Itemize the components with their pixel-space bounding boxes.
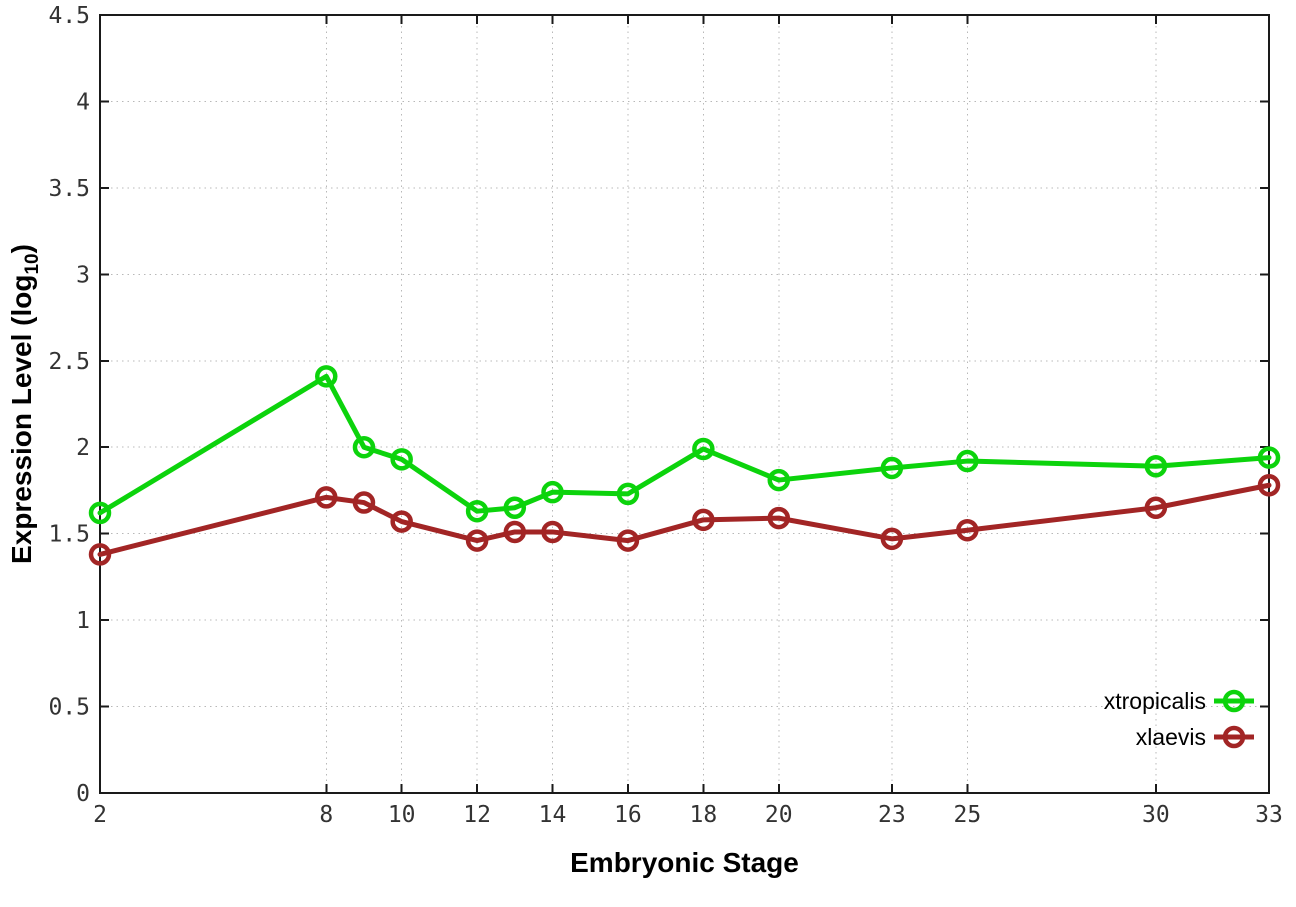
legend-entry-xtropicalis: xtropicalis <box>1104 688 1254 714</box>
legend-label-xtropicalis: xtropicalis <box>1104 688 1206 714</box>
data-point-xlaevis <box>616 529 640 552</box>
data-point-xlaevis <box>1144 496 1168 519</box>
y-tick-label: 1.5 <box>48 522 90 548</box>
series-xtropicalis <box>88 365 1281 525</box>
data-point-xlaevis <box>767 506 791 530</box>
data-point-xtropicalis <box>956 449 979 473</box>
x-tick-label: 12 <box>463 802 491 828</box>
x-axis-title: Embryonic Stage <box>570 847 799 878</box>
series-line-xtropicalis <box>97 373 1272 516</box>
data-point-xtropicalis <box>1257 446 1281 469</box>
data-point-xlaevis <box>956 518 979 542</box>
y-tick-label: 3.5 <box>48 176 90 202</box>
data-point-xtropicalis <box>692 437 715 461</box>
x-tick-label: 23 <box>878 802 906 828</box>
data-point-xlaevis <box>390 510 413 533</box>
data-point-xtropicalis <box>541 480 564 504</box>
data-point-xtropicalis <box>315 365 338 388</box>
data-point-xtropicalis <box>352 435 376 459</box>
x-tick-label: 25 <box>953 802 981 828</box>
legend-entry-xlaevis: xlaevis <box>1136 724 1254 750</box>
data-point-xtropicalis <box>503 496 527 519</box>
y-tick-label: 2 <box>76 435 90 461</box>
data-point-xlaevis <box>465 529 489 552</box>
data-point-xtropicalis <box>390 448 413 471</box>
data-point-xlaevis <box>880 527 904 551</box>
y-tick-label: 2.5 <box>48 349 90 375</box>
y-tick-label: 0.5 <box>48 695 90 721</box>
data-point-xtropicalis <box>767 468 791 492</box>
legend-marker-sample <box>1222 689 1246 713</box>
grid-layer <box>100 15 1269 793</box>
data-point-xlaevis <box>692 508 715 532</box>
y-tick-label: 1 <box>76 608 90 634</box>
x-tick-label: 10 <box>388 802 416 828</box>
x-tick-label: 16 <box>614 802 642 828</box>
x-tick-label: 18 <box>690 802 718 828</box>
series-xlaevis <box>88 474 1281 566</box>
data-point-xlaevis <box>1257 474 1281 497</box>
data-point-xlaevis <box>503 520 527 544</box>
legend-marker-sample <box>1222 725 1246 749</box>
y-tick-label: 0 <box>76 781 90 807</box>
data-point-xlaevis <box>352 491 376 514</box>
data-point-xtropicalis <box>1144 454 1168 478</box>
legend: xtropicalis xlaevis <box>1104 688 1254 750</box>
y-tick-label: 3 <box>76 262 90 288</box>
x-tick-label: 14 <box>539 802 567 828</box>
y-tick-label: 4.5 <box>48 3 90 29</box>
plot-border <box>99 14 1270 794</box>
y-tick-label: 4 <box>76 89 90 115</box>
data-point-xlaevis <box>541 520 564 544</box>
data-point-xlaevis <box>88 543 112 566</box>
data-point-xtropicalis <box>88 501 112 525</box>
x-tick-label: 20 <box>765 802 793 828</box>
data-point-xlaevis <box>315 486 338 509</box>
tick-marks <box>99 14 1270 794</box>
data-point-xtropicalis <box>465 499 489 523</box>
x-tick-label: 2 <box>93 802 107 828</box>
x-tick-label: 30 <box>1142 802 1170 828</box>
x-tick-label: 33 <box>1255 802 1283 828</box>
data-point-xtropicalis <box>880 456 904 480</box>
y-axis-title: Expression Level (log10) <box>6 244 43 564</box>
legend-label-xlaevis: xlaevis <box>1136 724 1206 750</box>
x-tick-label: 8 <box>319 802 333 828</box>
data-point-xtropicalis <box>616 482 640 506</box>
